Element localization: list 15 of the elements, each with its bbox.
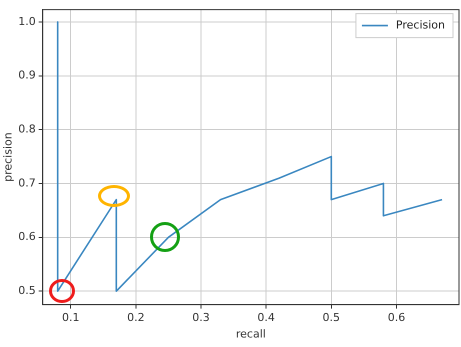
x-tick-label: 0.2 bbox=[127, 311, 145, 324]
y-tick-label: 0.9 bbox=[18, 68, 36, 82]
x-tick-label: 0.1 bbox=[62, 311, 80, 324]
y-tick-label: 0.7 bbox=[18, 176, 36, 190]
x-tick-label: 0.4 bbox=[257, 311, 275, 324]
y-tick-label: 0.6 bbox=[18, 230, 36, 244]
x-tick-label: 0.5 bbox=[322, 311, 340, 324]
y-tick-label: 0.8 bbox=[18, 122, 36, 136]
x-tick-label: 0.3 bbox=[192, 311, 210, 324]
x-tick-label: 0.6 bbox=[388, 311, 406, 324]
y-axis-title: precision bbox=[1, 132, 14, 182]
y-tick-label: 0.5 bbox=[18, 284, 36, 297]
legend-label: Precision bbox=[396, 18, 446, 32]
y-tick-label: 1.0 bbox=[18, 14, 36, 28]
x-axis-title: recall bbox=[236, 327, 266, 340]
